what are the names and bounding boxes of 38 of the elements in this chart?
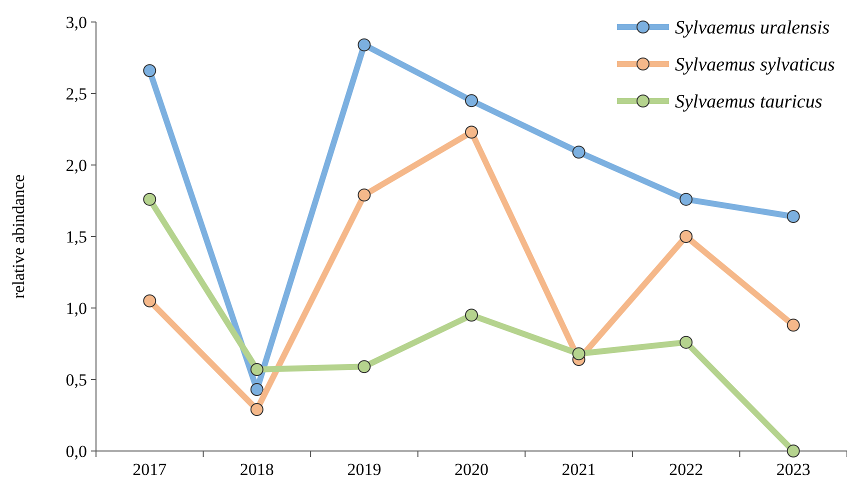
point — [250, 403, 264, 416]
legend-label: Sylvaemus uralensis — [675, 18, 830, 39]
point — [358, 360, 371, 374]
x-tick-label: 2023 — [776, 460, 810, 479]
point — [680, 192, 693, 206]
point — [572, 347, 586, 360]
y-tick-label: 0,5 — [66, 370, 87, 390]
legend-label: Sylvaemus sylvaticus — [675, 54, 835, 76]
y-tick-label: 0,0 — [66, 442, 87, 461]
point — [465, 308, 478, 322]
x-tick-label: 2022 — [669, 460, 704, 479]
point — [572, 146, 586, 159]
point — [143, 64, 156, 78]
point — [465, 94, 478, 108]
y-tick-label: 2,0 — [66, 156, 87, 175]
point — [786, 210, 800, 223]
x-tick-label: 2021 — [562, 460, 596, 479]
x-tick-label: 2020 — [454, 460, 488, 479]
y-tick-label: 2,5 — [66, 84, 87, 104]
point — [465, 126, 478, 139]
point — [143, 294, 156, 308]
point — [786, 318, 800, 332]
x-tick-label: 2018 — [240, 460, 274, 479]
legend-label: Sylvaemus tauricus — [675, 92, 822, 113]
y-tick-label: 1,0 — [66, 298, 87, 318]
point — [358, 38, 371, 52]
x-tick-label: 2017 — [132, 460, 168, 479]
point — [143, 192, 156, 206]
point — [786, 444, 800, 458]
x-tick-label: 2019 — [347, 460, 382, 479]
point — [358, 188, 371, 202]
point — [680, 336, 693, 349]
point — [250, 362, 264, 376]
y-tick-label: 1,5 — [66, 227, 87, 246]
y-tick-label: 3,0 — [66, 12, 87, 32]
point — [250, 383, 264, 396]
y-axis-title: relative abindance — [9, 174, 28, 299]
point — [680, 230, 693, 243]
